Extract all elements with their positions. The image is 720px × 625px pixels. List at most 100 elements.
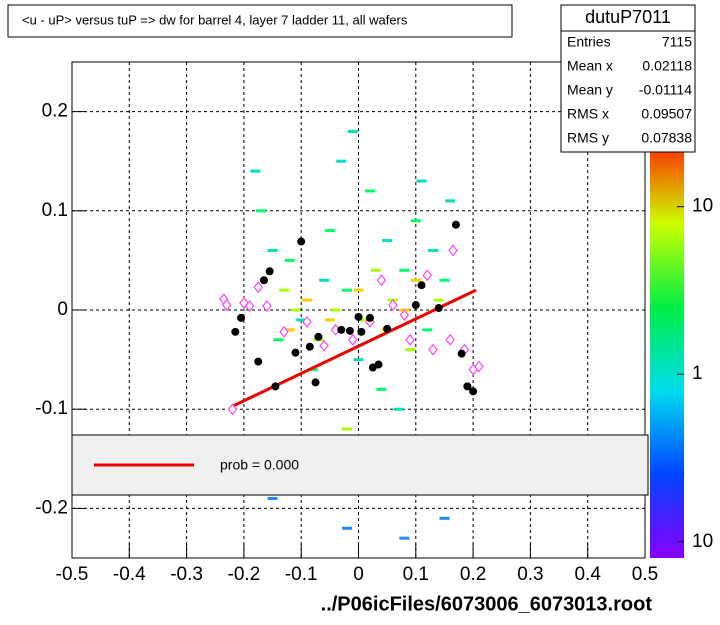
profile-point [237,313,246,322]
cell [319,278,330,282]
point [279,325,289,338]
cell [399,536,410,540]
cell [284,328,295,332]
cell [399,268,410,272]
point [227,403,238,416]
stats-value: 0.02118 [642,58,692,74]
stats-label: Entries [567,34,611,50]
profile-point [337,325,346,334]
cell [273,338,284,342]
point [376,274,387,287]
profile-point [374,360,383,369]
cell [342,427,353,431]
stats-label: RMS x [567,106,609,122]
y-tick-label: -0.1 [35,398,68,419]
point [405,333,415,346]
point [244,300,255,312]
x-tick-label: -0.2 [228,564,261,585]
cell [359,318,370,322]
profile-point [434,304,443,313]
point [445,333,455,346]
title-box [7,4,513,38]
x-tick-label: -0.3 [170,564,203,585]
stats-value: 0.07838 [641,130,692,146]
x-tick-label: 0.5 [632,564,658,585]
z-tick-label: 10 [692,531,713,552]
stats-value: 7115 [662,34,692,50]
profile-point [271,382,280,391]
point [399,308,410,321]
cell [433,298,444,302]
cell [405,348,416,352]
cell [301,298,312,302]
x-axis-label: ../P06icFiles/6073006_6073013.root [321,593,653,615]
color-palette [650,140,684,558]
y-tick-label: 0.2 [42,101,68,122]
profile-point [314,332,323,341]
cell [445,199,456,203]
x-tick-label: -0.5 [56,564,89,585]
cell [393,407,404,411]
profile-point [259,276,268,285]
stats-label: Mean x [567,58,613,74]
point [474,360,484,373]
cell [336,159,347,163]
cell [382,239,393,243]
profile-point [457,349,466,358]
cell [324,229,335,233]
profile-point [354,312,363,321]
profile-point [451,220,460,229]
y-tick-label: 0 [57,299,68,320]
cell [284,258,295,262]
profile-point [463,382,472,391]
cell [267,496,278,500]
cell [364,189,375,193]
profile-point [297,237,306,246]
cell [290,308,301,312]
cell [279,288,290,292]
point [348,333,358,346]
x-tick-label: 0 [353,564,364,585]
cell [353,288,364,292]
cell [296,318,307,322]
profile-point [305,342,314,351]
point [428,343,438,356]
cell [427,248,438,252]
x-tick-label: 0.2 [460,564,486,585]
stats-frame [560,4,696,153]
point [253,281,263,294]
cell [370,268,381,272]
cell [416,179,427,183]
cell [342,288,353,292]
profile-point [365,313,374,322]
stats-box: dutuP7011 Entries 7115 Mean x 0.02118 Mean y -… [560,4,696,153]
legend-text: prob = 0.000 [220,457,299,473]
profile-point [357,327,366,336]
chart-title: <u - uP> versus tuP => dw for barrel 4, … [22,12,408,27]
profile-point [383,324,392,333]
stats-name: dutuP7011 [585,7,671,27]
point [388,299,398,312]
profile-point [254,357,263,366]
cell [250,169,261,173]
profile-point [345,326,354,335]
point [302,315,312,328]
cell [410,278,421,282]
z-tick-label: 1 [692,363,703,384]
x-tick-label: -0.4 [113,564,146,585]
stats-label: RMS y [567,130,609,146]
point [448,244,458,257]
cell [330,308,341,312]
stats-label: Mean y [567,82,613,98]
profile-point [469,387,478,396]
x-tick-label: 0.3 [517,564,543,585]
cell [439,278,450,282]
cell [342,526,353,530]
x-tick-label: 0.1 [403,564,429,585]
y-tick-label: 0.1 [42,200,68,221]
cell [439,516,450,520]
y-tick-label: -0.2 [35,497,68,518]
profile-point [417,281,426,290]
point [262,300,272,312]
